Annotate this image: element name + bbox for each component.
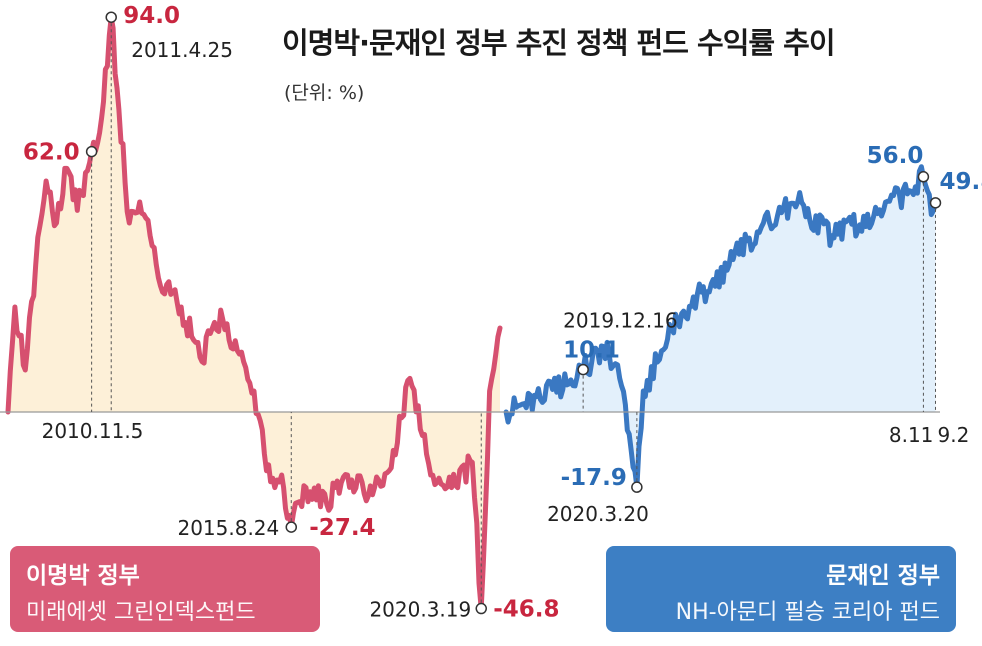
lee-value-label: -46.8: [493, 597, 559, 623]
moon-date-label: 2019.12.16: [563, 309, 678, 333]
moon-date-label: 8.11: [889, 423, 934, 447]
lee-date-label: 2015.8.24: [177, 516, 279, 540]
moon-point-marker: [631, 481, 643, 493]
lee-value-label: -27.4: [309, 515, 375, 541]
lee-date-label: 2010.11.5: [42, 419, 144, 443]
lee-point-marker: [285, 521, 298, 533]
moon-date-label: 2020.3.20: [547, 502, 649, 526]
moon-date-label: 9.2: [937, 423, 969, 447]
unit-label: (단위: %): [284, 82, 365, 104]
moon-value-label: 49.8: [939, 169, 982, 195]
lee-point-marker: [475, 602, 487, 615]
lee-value-label: 94.0: [123, 3, 180, 29]
lee-badge-title: 이명박 정부: [26, 563, 140, 589]
lee-value-label: 62.0: [23, 140, 80, 166]
chart-title: 이명박·문재인 정부 추진 정책 펀드 수익률 추이: [282, 26, 836, 60]
lee-point-marker: [85, 145, 98, 158]
moon-value-label: 10.1: [563, 338, 620, 364]
moon-government-badge: 문재인 정부 NH-아문디 필승 코리아 펀드: [606, 546, 956, 632]
lee-government-badge: 이명박 정부 미래에셋 그린인덱스펀드: [10, 546, 320, 632]
lee-point-marker: [105, 11, 117, 23]
moon-badge-fund: NH-아문디 필승 코리아 펀드: [675, 600, 940, 625]
lee-date-label: 2020.3.19: [369, 598, 471, 622]
moon-point-marker: [917, 171, 930, 183]
moon-point-marker: [929, 197, 942, 209]
lee-badge-fund: 미래에셋 그린인덱스펀드: [26, 600, 256, 625]
moon-point-marker: [577, 363, 589, 376]
moon-badge-title: 문재인 정부: [826, 563, 940, 589]
annotations-layer: 62.0 2010.11.5 94.0 2011.4.25 -27.4 2015.8.24…: [23, 3, 982, 622]
moon-value-label: -17.9: [561, 465, 627, 491]
moon-value-label: 56.0: [867, 143, 924, 169]
lee-series-area: [8, 17, 500, 609]
lee-date-label: 2011.4.25: [131, 38, 233, 62]
